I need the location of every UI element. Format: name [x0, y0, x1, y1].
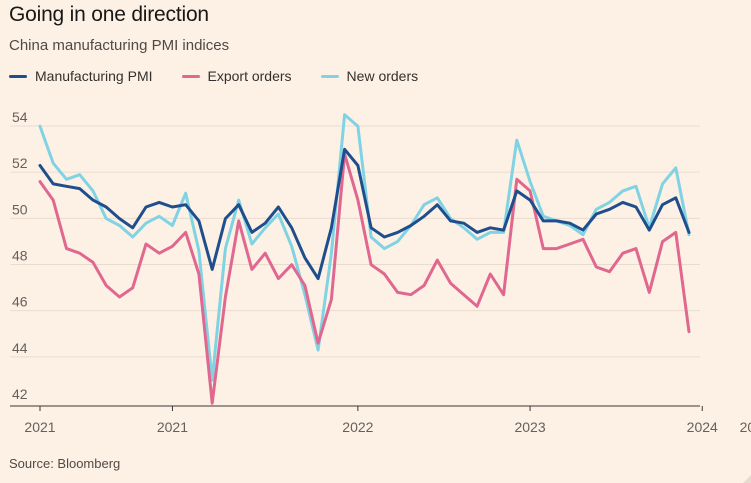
- y-tick-label: 48: [12, 248, 28, 264]
- y-tick-label: 46: [12, 294, 28, 310]
- x-tick-label: 2025: [740, 419, 751, 435]
- chart-legend: Manufacturing PMI Export orders New orde…: [9, 68, 447, 84]
- series-line-new-orders: [38, 113, 691, 382]
- x-tick-label: 2022: [342, 419, 373, 435]
- x-tick-label: 2023: [514, 419, 545, 435]
- x-tick-label: 2021: [24, 419, 55, 435]
- x-tick-label: 2024: [687, 419, 718, 435]
- chart-title: Going in one direction: [9, 3, 209, 26]
- x-tick-label: 2021: [157, 419, 188, 435]
- legend-item-manufacturing-pmi: Manufacturing PMI: [9, 68, 153, 84]
- legend-swatch: [181, 74, 200, 78]
- y-tick-label: 54: [12, 109, 28, 125]
- legend-label: Manufacturing PMI: [35, 68, 153, 84]
- y-tick-label: 52: [12, 155, 28, 171]
- y-tick-label: 44: [12, 340, 28, 356]
- legend-swatch: [9, 74, 27, 78]
- legend-item-export-orders: Export orders: [181, 68, 292, 84]
- legend-swatch: [320, 74, 339, 78]
- series-line-manufacturing-pmi: [38, 147, 691, 281]
- chart-subtitle: China manufacturing PMI indices: [9, 37, 230, 54]
- legend-label: Export orders: [207, 68, 292, 84]
- series-line-export-orders: [38, 152, 691, 405]
- line-chart: 42 44 46 48 50 52 54 2021 2021 2022 2023 2024 2025: [10, 109, 751, 435]
- source-note: Source: Bloomberg: [9, 456, 121, 471]
- y-tick-label: 50: [12, 201, 28, 217]
- legend-item-new-orders: New orders: [320, 68, 419, 84]
- y-tick-label: 42: [12, 386, 28, 402]
- corner-mark: [743, 475, 751, 483]
- legend-label: New orders: [346, 68, 419, 84]
